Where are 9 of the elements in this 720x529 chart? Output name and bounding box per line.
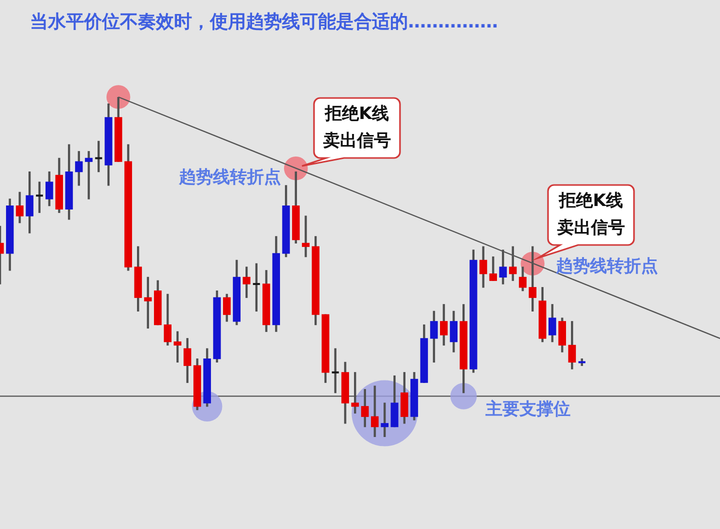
annotation: 拒绝K线卖出信号 (323, 104, 391, 151)
candlestick (84, 151, 93, 200)
ref-line-label: 主要支撑位 (484, 400, 570, 420)
candlestick (302, 216, 310, 258)
annotation: 拒绝K线卖出信号 (557, 190, 625, 238)
annotation: 趋势线转折点 (178, 167, 281, 188)
candlestick (370, 386, 379, 437)
annotation: 趋势线转折点 (555, 256, 658, 276)
chart-title: 当水平价位不奏效时，使用趋势线可能是合适的…………… (30, 12, 498, 33)
